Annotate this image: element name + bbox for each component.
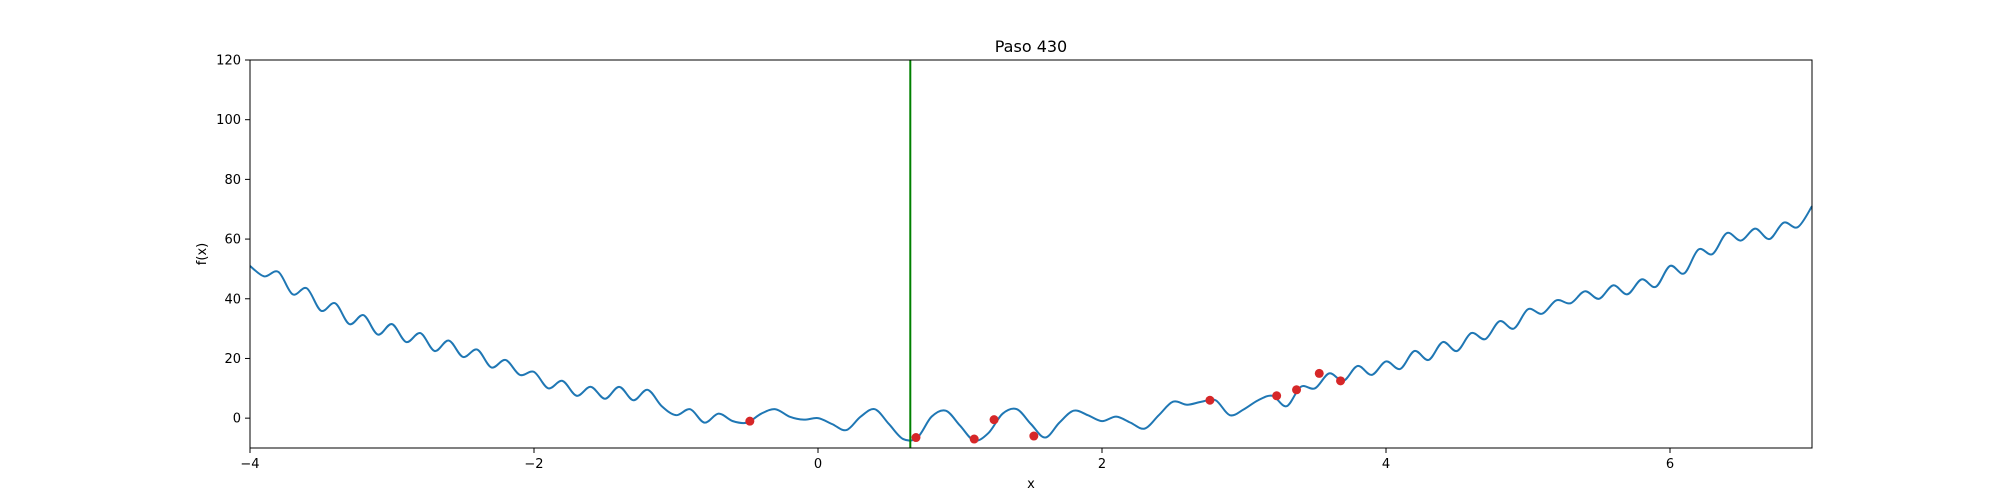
x-tick-label: 4 (1382, 457, 1390, 472)
series-layer (249, 60, 1813, 448)
sample-point (1292, 385, 1302, 395)
sample-point (911, 433, 921, 443)
x-axis-label: x (1027, 477, 1035, 492)
sample-point (745, 416, 755, 426)
y-axis-label: f(x) (195, 243, 210, 265)
y-tick-label: 0 (233, 412, 241, 427)
x-tick-label: 6 (1666, 457, 1674, 472)
y-tick-label: 40 (224, 292, 241, 307)
sample-point (1272, 391, 1282, 401)
x-tick-label: 0 (814, 457, 822, 472)
x-ticks: −4 −2 0 2 4 6 (240, 448, 1674, 472)
y-tick-label: 60 (224, 233, 241, 248)
function-curve (249, 205, 1813, 442)
x-tick-label: −4 (240, 457, 259, 472)
sample-point (1205, 395, 1215, 405)
sample-point (1314, 368, 1324, 378)
sample-point (1336, 376, 1346, 386)
plot-frame (249, 59, 1813, 449)
sample-point (969, 434, 979, 444)
sample-point (1029, 431, 1039, 441)
y-tick-label: 120 (216, 54, 241, 69)
y-tick-label: 100 (216, 113, 241, 128)
chart-title: Paso 430 (995, 37, 1067, 56)
x-tick-label: −2 (524, 457, 543, 472)
y-ticks: 0 20 40 60 80 100 120 (216, 54, 250, 427)
y-tick-label: 80 (224, 173, 241, 188)
x-tick-label: 2 (1098, 457, 1106, 472)
y-tick-label: 20 (224, 352, 241, 367)
sample-point (989, 415, 999, 425)
